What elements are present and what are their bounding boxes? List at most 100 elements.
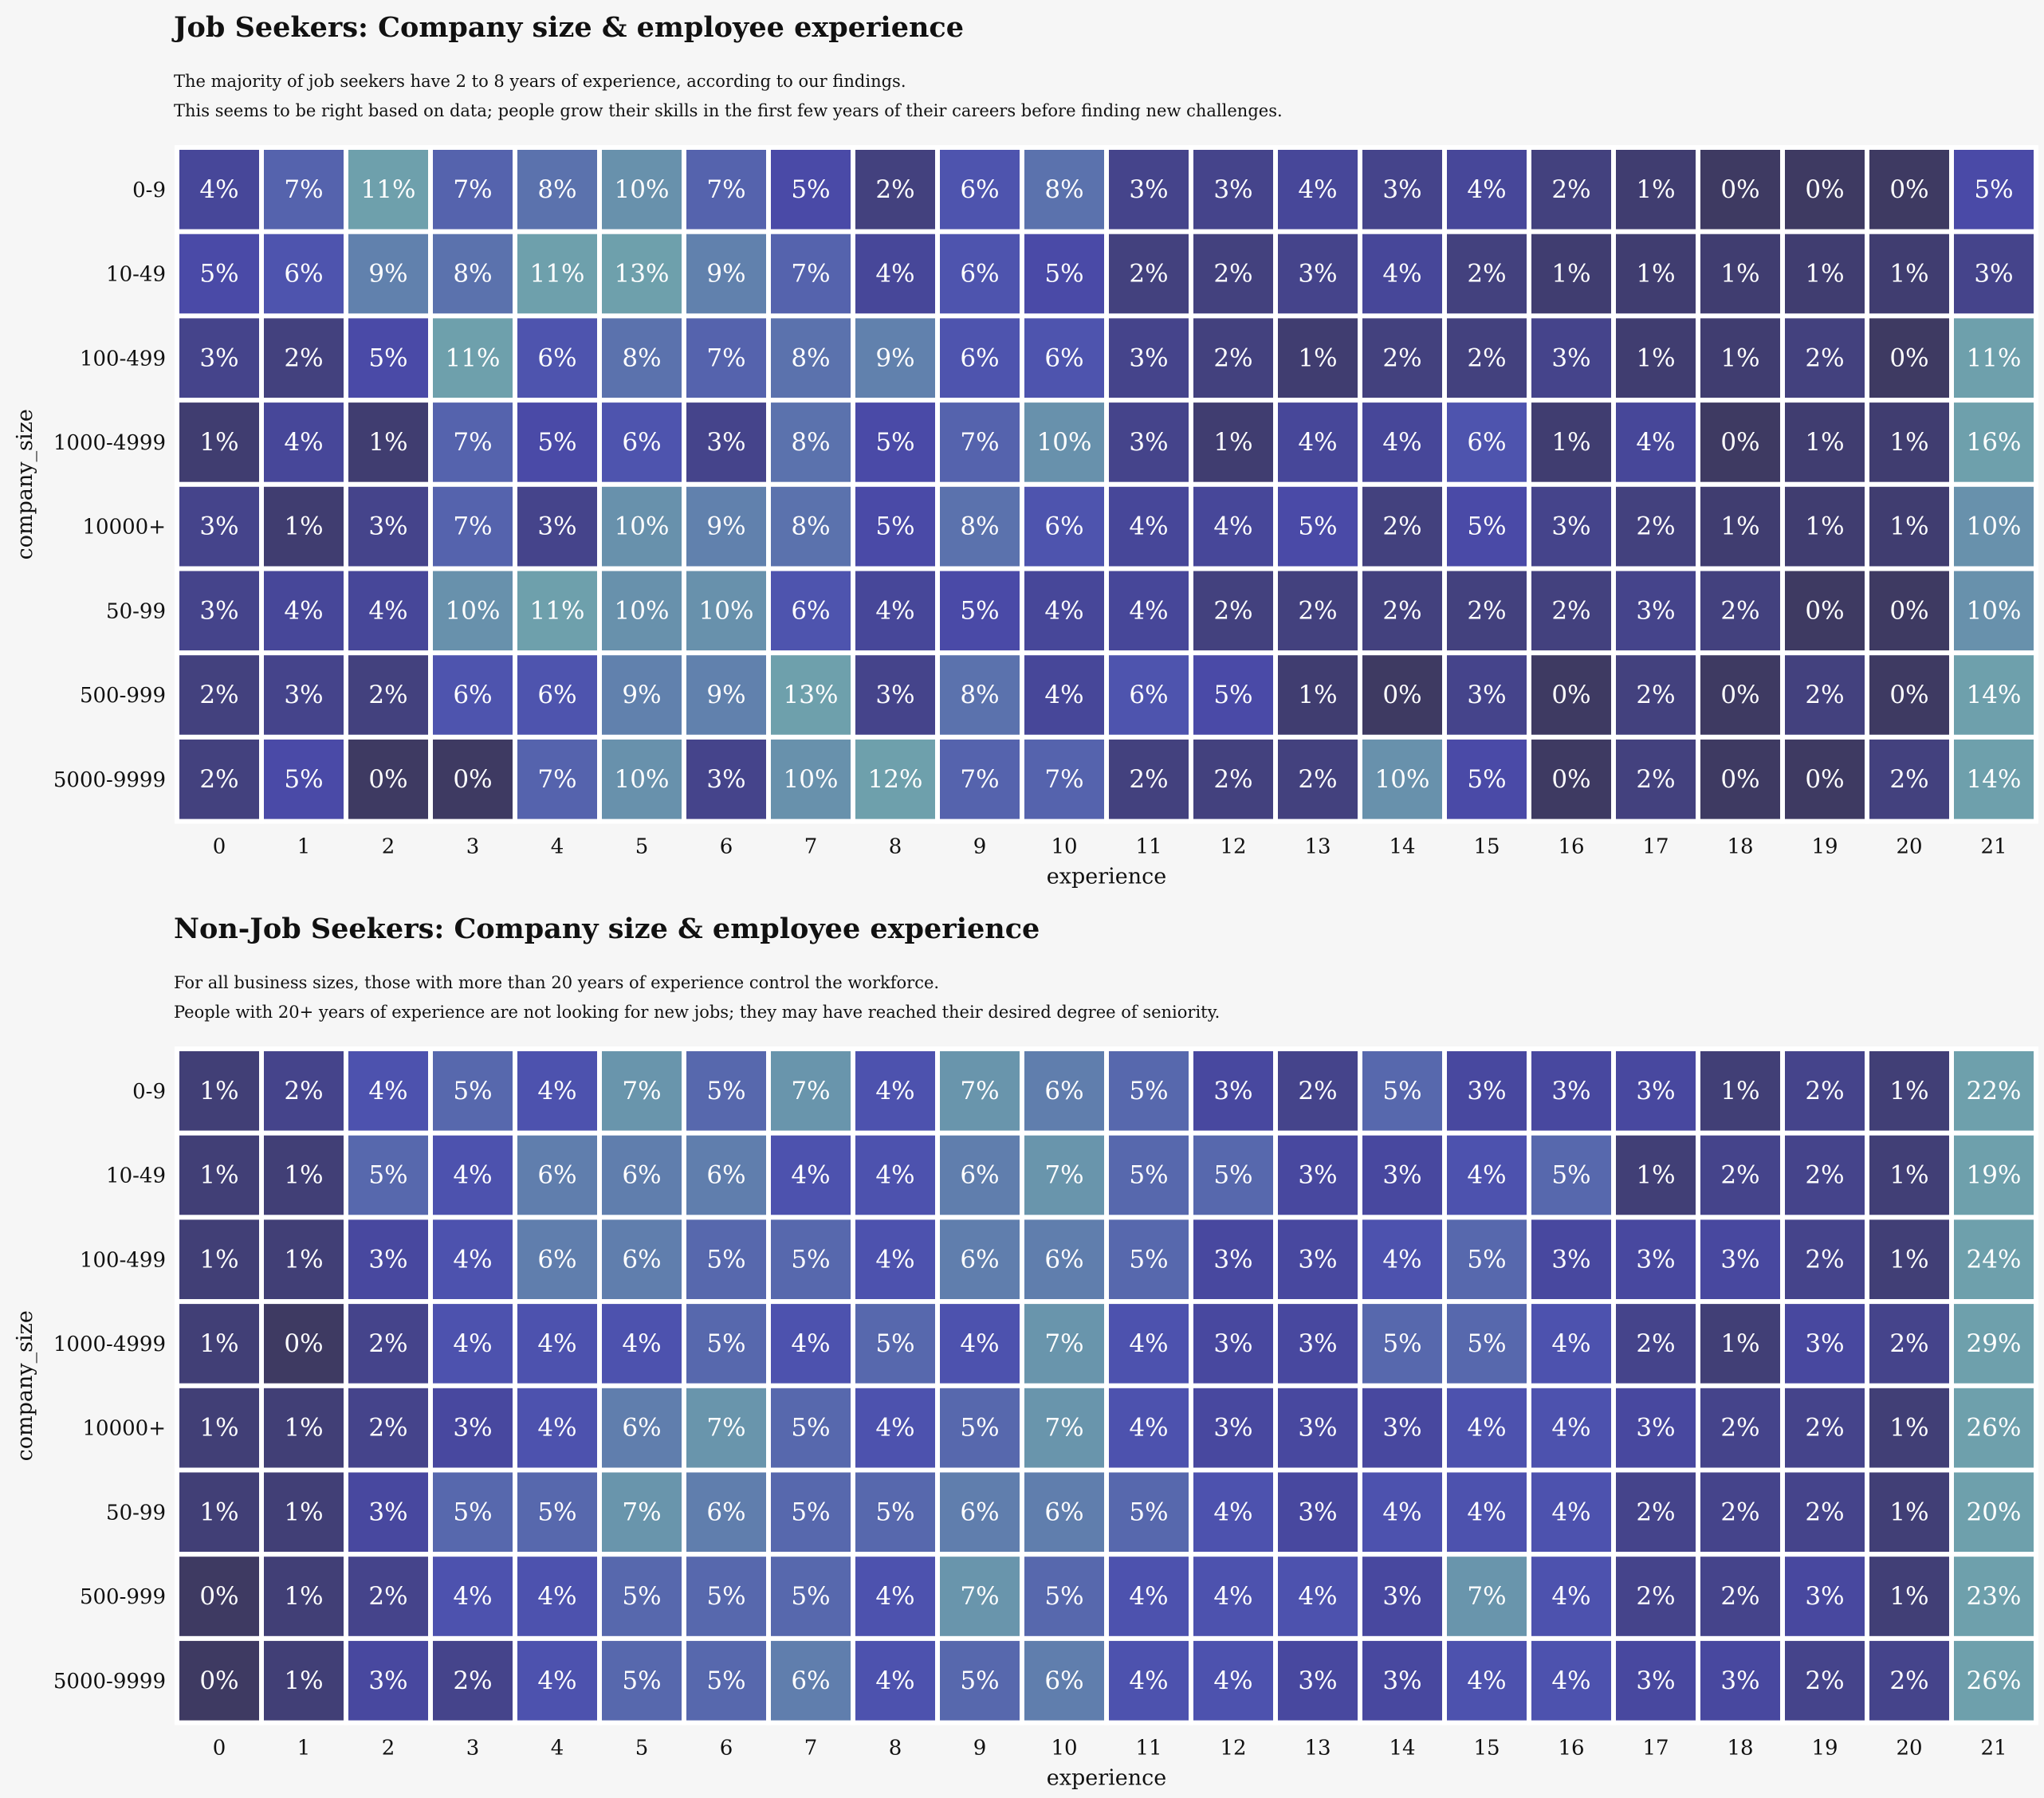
cell-value-label: 2% [1636, 681, 1675, 709]
heatmap-cell: 6% [513, 1130, 602, 1220]
heatmap-cell: 5% [1442, 734, 1531, 824]
cell-value-label: 7% [960, 1582, 999, 1611]
cell-value-label: 3% [1213, 1414, 1252, 1443]
cell-rect [1696, 1046, 1785, 1136]
cell-rect [597, 566, 686, 656]
cell-rect [1020, 734, 1109, 824]
heatmap-cell: 2% [1358, 481, 1447, 571]
heatmap-cell: 2% [1865, 1299, 1954, 1388]
cell-value-label: 4% [1129, 512, 1168, 541]
x-tick-label: 1 [297, 1737, 311, 1761]
cell-value-label: 3% [706, 765, 745, 794]
cell-value-label: 2% [1636, 1582, 1675, 1611]
heatmap-cell: 10% [597, 145, 686, 234]
cell-rect [851, 1299, 940, 1388]
heatmap-cell: 5% [1020, 229, 1109, 319]
heatmap-cell: 6% [1020, 1046, 1109, 1136]
cell-rect [1527, 1215, 1616, 1305]
heatmap-cell: 4% [1527, 1467, 1616, 1557]
cell-rect [597, 1467, 686, 1557]
heatmap-cell: 5% [935, 566, 1024, 656]
heatmap-cell: 3% [1189, 1299, 1278, 1388]
heatmap-cell: 3% [1273, 1467, 1362, 1557]
cell-value-label: 1% [1889, 1161, 1928, 1190]
cell-value-label: 3% [1551, 1077, 1590, 1105]
heatmap-cell: 2% [1273, 1046, 1362, 1136]
cell-value-label: 6% [1044, 1498, 1083, 1526]
cell-value-label: 8% [453, 260, 492, 289]
cell-value-label: 11% [530, 260, 585, 289]
heatmap-cell: 3% [1104, 145, 1193, 234]
cell-rect [1189, 566, 1278, 656]
cell-value-label: 8% [960, 512, 999, 541]
cell-rect [1442, 1552, 1531, 1641]
cell-value-label: 7% [960, 1077, 999, 1105]
cell-value-label: 6% [1129, 681, 1168, 709]
cell-value-label: 8% [791, 512, 830, 541]
cell-value-label: 2% [284, 1077, 323, 1105]
heatmap-cell: 5% [851, 481, 940, 571]
cell-rect [851, 1046, 940, 1136]
heatmap-cell: 4% [766, 1299, 855, 1388]
heatmap-cell: 4% [851, 1215, 940, 1305]
cell-rect [175, 650, 264, 740]
heatmap-cell: 4% [1358, 1467, 1447, 1557]
cell-rect [935, 1130, 1024, 1220]
heatmap-cell: 1% [1527, 229, 1616, 319]
cell-value-label: 3% [1974, 260, 2013, 289]
cell-value-label: 5% [706, 1329, 745, 1358]
x-tick-label: 21 [1980, 1737, 2007, 1761]
cell-value-label: 6% [1044, 1077, 1083, 1105]
heatmap-cell: 4% [428, 1552, 517, 1641]
heatmap-panel-non-job-seekers: Non-Job Seekers: Company size & employee… [0, 901, 2044, 1794]
heatmap-cell: 3% [1611, 566, 1700, 656]
heatmap-cell: 4% [1104, 481, 1193, 571]
heatmap-cell: 2% [1442, 229, 1531, 319]
y-tick-label: 50-99 [106, 599, 166, 623]
heatmap-cell: 3% [1273, 1299, 1362, 1388]
cell-value-label: 6% [622, 1161, 661, 1190]
heatmap-cell: 1% [344, 398, 433, 487]
cell-value-label: 5% [1551, 1161, 1590, 1190]
heatmap-cell: 6% [1104, 650, 1193, 740]
heatmap-cell: 6% [935, 145, 1024, 234]
y-tick-label: 5000-9999 [53, 1670, 166, 1694]
cell-value-label: 1% [284, 1414, 323, 1443]
cell-value-label: 2% [1298, 1077, 1337, 1105]
x-tick-label: 9 [973, 835, 987, 859]
cell-rect [513, 1552, 602, 1641]
heatmap-cell: 4% [851, 566, 940, 656]
cell-rect [1696, 734, 1785, 824]
heatmap-cell: 2% [1780, 1467, 1869, 1557]
cell-value-label: 1% [199, 1498, 238, 1526]
y-tick-label: 10-49 [106, 263, 166, 287]
cell-value-label: 4% [875, 260, 914, 289]
cell-value-label: 0% [1805, 596, 1844, 625]
cell-value-label: 9% [875, 344, 914, 372]
cell-value-label: 11% [446, 344, 501, 372]
x-tick-label: 9 [973, 1737, 987, 1761]
cell-value-label: 4% [1129, 1414, 1168, 1443]
cell-value-label: 3% [199, 512, 238, 541]
heatmap-cell: 3% [175, 566, 264, 656]
cell-value-label: 6% [1044, 1245, 1083, 1274]
heatmap-cell: 4% [1273, 398, 1362, 487]
heatmap-job-seekers: 4% 7% 11% 7% 8% 10% 7% 5% 2% 6% 8% 3% 3% 4% 3% 4% 2% 1% 0%… [13, 145, 2038, 889]
cell-rect [1611, 566, 1700, 656]
heatmap-cell: 4% [513, 1299, 602, 1388]
cell-rect [175, 1130, 264, 1220]
heatmap-cell: 8% [766, 481, 855, 571]
cell-value-label: 2% [1720, 596, 1759, 625]
heatmap-cell: 1% [1865, 1215, 1954, 1305]
heatmap-cell: 4% [1104, 1383, 1193, 1473]
cell-value-label: 4% [960, 1329, 999, 1358]
cell-value-label: 3% [284, 681, 323, 709]
cell-rect [1104, 313, 1193, 403]
heatmap-cell: 4% [851, 1046, 940, 1136]
cell-value-label: 1% [1889, 512, 1928, 541]
cell-value-label: 5% [1044, 260, 1083, 289]
cell-value-label: 7% [706, 344, 745, 372]
cell-value-label: 4% [875, 596, 914, 625]
cell-rect [1949, 1215, 2038, 1305]
heatmap-cell: 1% [1865, 1383, 1954, 1473]
